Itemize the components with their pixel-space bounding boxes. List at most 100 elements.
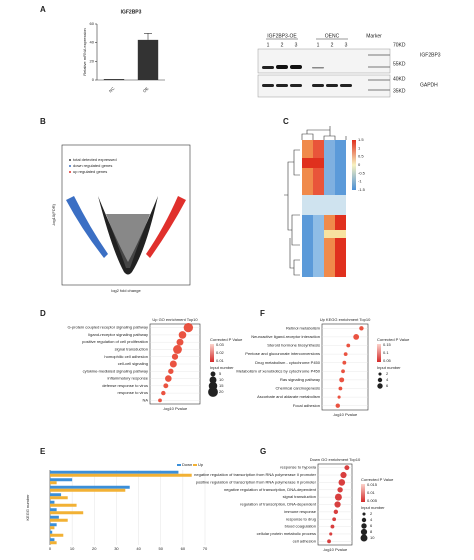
legend-size: [361, 517, 367, 523]
bar: [50, 515, 59, 519]
x-axis-label: -log10 Pvalue: [333, 412, 358, 417]
panel-label: G: [260, 447, 266, 456]
term-label: inflammatory response: [108, 376, 149, 381]
legend-size: [361, 523, 367, 529]
dot: [165, 375, 172, 382]
term-label: cell-cell signaling: [118, 361, 148, 366]
bar: [50, 511, 84, 515]
blot-membrane: [257, 48, 391, 74]
dot: [335, 403, 340, 408]
size-marker: 70KD: [393, 42, 406, 48]
dot: [334, 493, 342, 501]
x-tick-label: 70: [203, 546, 208, 551]
color-key-label: 1: [358, 145, 361, 150]
bar: [50, 530, 53, 534]
x-tick-label: 30: [114, 546, 119, 551]
term-label: regulation of transcription, DNA-depende…: [240, 502, 317, 507]
legend-tick-label: 0.01: [367, 490, 376, 495]
panel-label: E: [40, 447, 46, 456]
panel-label: C: [283, 117, 289, 126]
y-tick-label: 60: [90, 21, 95, 26]
legend-title: Corrected P Value: [377, 337, 410, 342]
legend-tick-label: 0.03: [216, 342, 225, 347]
heatmap-cell: [302, 158, 324, 168]
heatmap-cell: [324, 215, 335, 277]
legend-size-label: 10: [219, 377, 224, 382]
band: [276, 84, 288, 87]
y-axis-label: -log10(FDR): [51, 203, 56, 226]
dot: [341, 369, 345, 374]
legend-size-label: 15: [219, 383, 224, 388]
bar: [50, 503, 77, 507]
bar: [50, 496, 68, 500]
y-tick-label: 20: [90, 58, 95, 63]
heatmap-cell: [335, 140, 346, 195]
bar: [50, 485, 130, 489]
legend-label: down regulated genes: [73, 163, 112, 168]
group-label: IGF2BP3-OE: [267, 33, 297, 39]
bar: [50, 493, 62, 497]
dot: [339, 377, 345, 383]
legend-size: [360, 528, 368, 536]
up-points: [146, 196, 186, 258]
bar: [103, 79, 125, 80]
heatmap-cell: [302, 215, 313, 277]
legend-size: [362, 512, 366, 516]
chart-title: Up GO enrichment Top10: [152, 317, 198, 322]
bar: [50, 523, 57, 527]
term-label: cytokine-mediated signaling pathway: [83, 368, 148, 373]
bar: [50, 500, 55, 504]
bar: [50, 488, 126, 492]
lane-label: 2: [331, 42, 334, 48]
chart-title: IGF2BP3: [121, 9, 142, 15]
dot: [176, 338, 184, 346]
heatmap-cell: [335, 215, 346, 277]
dot: [178, 331, 187, 339]
legend-size: [360, 534, 368, 542]
legend-tick-label: 0.02: [216, 350, 225, 355]
heatmap: [284, 126, 356, 277]
term-label: negative regulation of transcription, DN…: [224, 487, 317, 492]
bar: [50, 518, 68, 522]
x-axis-label: log2 fold change: [111, 288, 141, 293]
lane-label: 1: [267, 42, 270, 48]
dot: [334, 501, 341, 508]
term-label: Metabolism of xenobiotics by cytochrome …: [236, 368, 320, 373]
color-key-label: 0: [358, 162, 361, 167]
legend-size-label: 20: [219, 389, 224, 394]
panel-label: A: [40, 5, 46, 14]
volcano-plot: total detected expressed down regulated …: [51, 144, 191, 293]
band: [262, 84, 274, 87]
legend-label: Down: [182, 462, 192, 467]
band: [312, 84, 324, 87]
heatmap-cell: [313, 215, 324, 277]
legend-label: total detected expressed: [73, 157, 117, 162]
term-label: blood coagulation: [285, 524, 316, 529]
legend-tick-label: 0.15: [383, 342, 392, 347]
legend-size: [209, 376, 217, 384]
dot: [344, 465, 350, 471]
term-label: Steroid hormone biosynthesis: [267, 343, 320, 348]
panel-label: B: [40, 117, 46, 126]
bar: [50, 478, 73, 482]
lane-label: 3: [295, 42, 298, 48]
term-label: ligand-receptor signaling pathway: [88, 332, 148, 337]
dot: [337, 395, 341, 399]
row-dendrogram: [284, 149, 300, 276]
term-label: positive regulation of cell proliferatio…: [82, 339, 148, 344]
x-tick-label: 0: [49, 546, 52, 551]
bar: [137, 39, 159, 80]
term-label: Drug metabolism - cytochrome P450: [255, 360, 321, 365]
bar: [50, 526, 55, 530]
lane-label: 2: [281, 42, 284, 48]
bar: [50, 481, 57, 485]
dot: [338, 386, 343, 391]
x-tick-label: 10: [70, 546, 75, 551]
western-blot: IGF2BP3-OE OENC Marker 1 2 3 1 2 3 70KD …: [257, 33, 441, 98]
x-tick-label: OE: [142, 86, 150, 94]
term-label: G-protein coupled receptor signaling pat…: [68, 325, 149, 330]
legend-tick-label: 0.01: [216, 358, 225, 363]
legend-size-label: 8: [370, 529, 373, 534]
bar: [50, 541, 57, 545]
